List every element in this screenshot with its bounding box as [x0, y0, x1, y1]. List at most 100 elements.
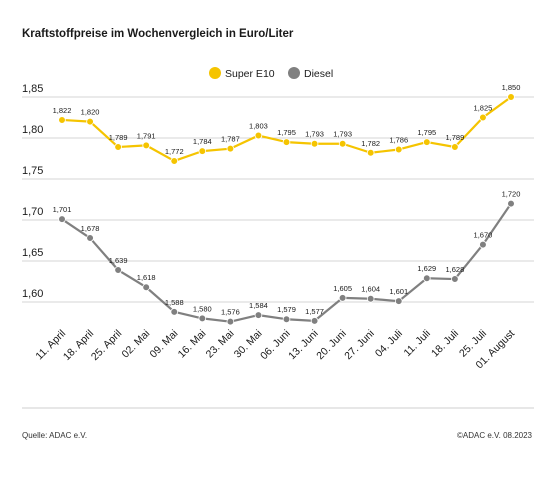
x-tick-label: 18. Juli	[429, 328, 461, 360]
legend: Super E10 Diesel	[209, 67, 333, 80]
y-tick-label: 1,85	[22, 83, 43, 95]
data-label: 1,793	[305, 130, 324, 139]
data-label: 1,701	[53, 205, 72, 214]
data-point	[479, 240, 487, 249]
data-point	[254, 131, 263, 140]
x-tick-label: 23. Mai	[204, 328, 237, 361]
data-point	[58, 215, 66, 223]
data-label: 1,822	[53, 106, 72, 115]
data-label: 1,577	[305, 307, 324, 316]
data-point	[451, 143, 459, 151]
data-label: 1,789	[109, 133, 128, 142]
data-point	[479, 113, 487, 122]
data-label: 1,793	[333, 130, 352, 139]
data-label: 1,588	[165, 298, 184, 307]
data-point	[366, 148, 375, 157]
data-label: 1,618	[137, 273, 156, 282]
data-point	[170, 157, 179, 165]
data-label: 1,629	[417, 264, 436, 273]
data-label: 1,720	[502, 190, 521, 199]
data-point	[58, 116, 66, 124]
data-label: 1,825	[474, 104, 493, 113]
data-point	[86, 117, 94, 126]
data-label: 1,803	[249, 122, 268, 131]
legend-marker	[288, 67, 300, 79]
legend-marker	[209, 67, 221, 79]
data-point	[451, 275, 459, 283]
legend-label: Diesel	[304, 68, 333, 80]
data-label: 1,820	[81, 108, 100, 117]
data-label: 1,628	[445, 265, 464, 274]
chart-title: Kraftstoffpreise im Wochenvergleich in E…	[22, 28, 294, 40]
data-label: 1,580	[193, 304, 212, 313]
y-tick-label: 1,60	[22, 288, 43, 300]
data-label: 1,786	[389, 135, 408, 144]
data-point	[366, 294, 375, 303]
data-point	[142, 141, 150, 150]
y-tick-label: 1,75	[22, 165, 43, 177]
data-point	[282, 138, 291, 146]
data-label: 1,782	[361, 139, 380, 148]
data-label: 1,795	[277, 128, 296, 137]
data-point	[114, 266, 122, 274]
data-label: 1,601	[389, 287, 408, 296]
data-label: 1,604	[361, 285, 380, 294]
data-point	[226, 144, 235, 153]
data-label: 1,784	[193, 137, 212, 146]
data-point	[310, 139, 319, 148]
data-point	[226, 317, 235, 326]
data-point	[394, 145, 403, 154]
y-axis: 1,85 1,80 1,75 1,70 1,65 1,60	[22, 83, 43, 300]
x-tick-label: 06. Juni	[258, 328, 292, 362]
data-point	[338, 139, 347, 148]
data-label: 1,670	[474, 231, 493, 240]
y-tick-label: 1,70	[22, 206, 43, 218]
data-point	[254, 311, 263, 319]
data-point	[142, 283, 150, 292]
y-tick-label: 1,65	[22, 247, 43, 259]
x-tick-label: 02. Mai	[119, 328, 152, 361]
data-label: 1,850	[502, 83, 521, 92]
data-point	[114, 143, 122, 151]
data-label: 1,639	[109, 256, 128, 265]
x-tick-label: 11. Juli	[401, 328, 432, 359]
legend-label: Super E10	[225, 68, 275, 80]
data-point	[198, 314, 207, 323]
data-point	[310, 317, 319, 325]
x-tick-label: 27. Juni	[342, 328, 376, 362]
data-point	[282, 315, 291, 324]
x-tick-label: 13. Juni	[286, 328, 320, 362]
footer-copyright: ©ADAC e.V. 08.2023	[457, 431, 532, 440]
data-point	[170, 308, 179, 316]
data-label: 1,772	[165, 147, 184, 156]
data-label: 1,584	[249, 301, 268, 310]
data-point	[394, 297, 403, 305]
x-tick-label: 20. Juni	[314, 328, 348, 362]
data-label: 1,795	[417, 128, 436, 137]
x-tick-label: 04. Juli	[373, 328, 405, 360]
data-point	[507, 93, 515, 101]
data-label: 1,576	[221, 308, 240, 317]
data-label: 1,787	[221, 135, 240, 144]
data-label: 1,791	[137, 131, 156, 140]
grid-lines	[22, 96, 534, 303]
data-point	[338, 294, 347, 302]
data-label: 1,678	[81, 224, 100, 233]
data-point	[423, 138, 431, 146]
series-line-diesel	[61, 202, 512, 323]
data-label: 1,579	[277, 305, 296, 314]
data-point	[507, 199, 515, 208]
x-tick-label: 25. April	[89, 328, 124, 363]
data-label: 1,605	[333, 284, 352, 293]
x-tick-label: 09. Mai	[148, 328, 181, 361]
data-point	[86, 234, 94, 242]
y-tick-label: 1,80	[22, 124, 43, 136]
series-group: 1,822 1,820 1,789 1,791 1,772 1,784 1,787 1,803…	[53, 83, 521, 326]
data-point	[423, 274, 431, 283]
data-point	[198, 147, 207, 155]
x-tick-label: 16. Mai	[176, 328, 209, 361]
footer-source: Quelle: ADAC e.V.	[22, 431, 88, 440]
data-label: 1,789	[445, 133, 464, 142]
